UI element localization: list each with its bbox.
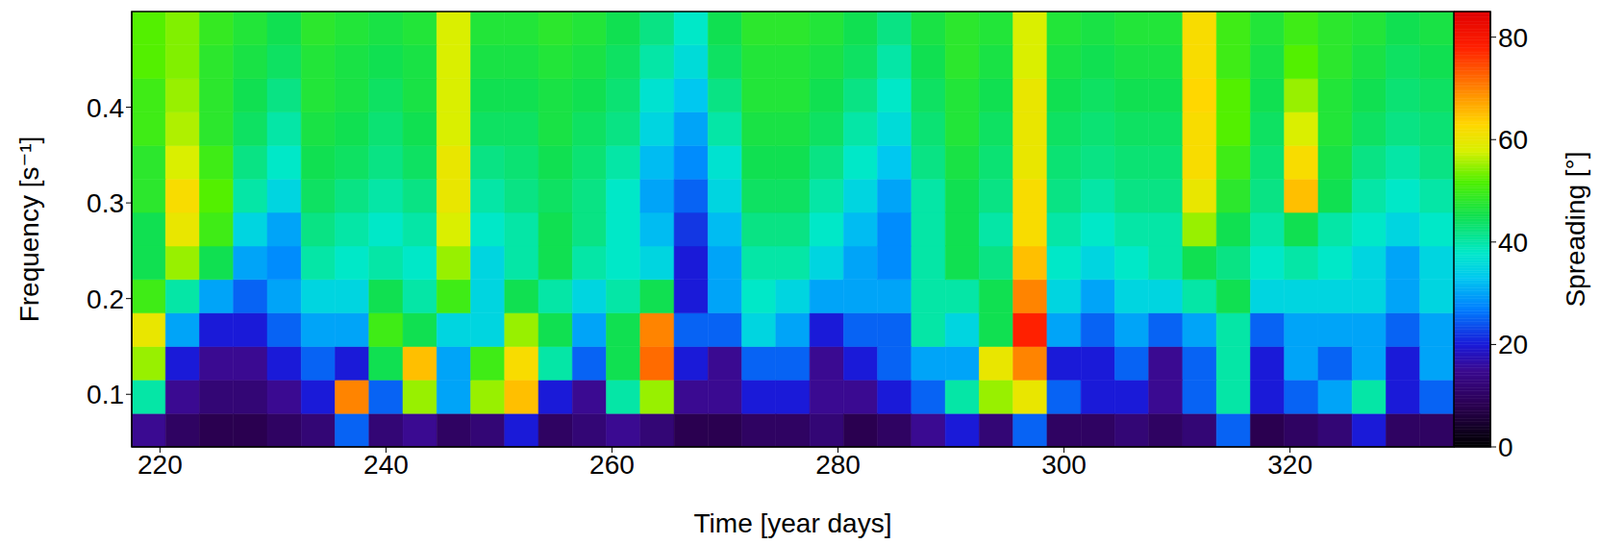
- svg-text:0.4: 0.4: [86, 93, 125, 124]
- svg-text:280: 280: [815, 450, 861, 480]
- svg-text:60: 60: [1498, 125, 1528, 155]
- svg-text:260: 260: [589, 450, 635, 480]
- svg-text:0.3: 0.3: [86, 188, 125, 219]
- svg-text:20: 20: [1498, 329, 1528, 360]
- svg-text:Frequency [s⁻¹]: Frequency [s⁻¹]: [14, 136, 45, 324]
- svg-text:0: 0: [1498, 432, 1514, 463]
- svg-text:0.1: 0.1: [86, 379, 125, 410]
- svg-text:320: 320: [1267, 450, 1313, 480]
- svg-text:240: 240: [363, 450, 409, 480]
- svg-text:40: 40: [1498, 227, 1528, 258]
- svg-text:80: 80: [1498, 23, 1528, 53]
- svg-text:0.2: 0.2: [86, 284, 125, 315]
- svg-text:Spreading [°]: Spreading [°]: [1560, 150, 1591, 307]
- svg-text:300: 300: [1041, 450, 1087, 480]
- svg-text:Time [year days]: Time [year days]: [694, 508, 893, 539]
- svg-text:220: 220: [137, 450, 183, 480]
